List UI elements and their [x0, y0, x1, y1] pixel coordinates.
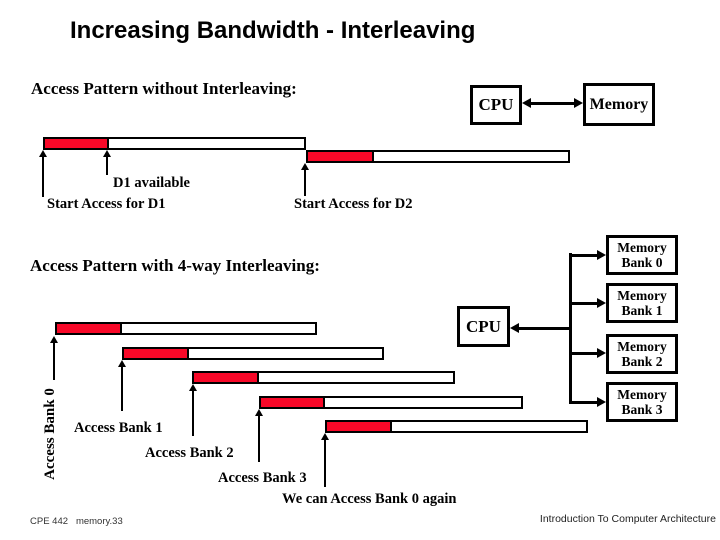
cpu-box-interleaved: CPU	[457, 306, 510, 347]
section1-heading: Access Pattern without Interleaving:	[31, 79, 297, 98]
cpu-label: CPU	[466, 316, 501, 336]
up-arrowhead-icon	[118, 360, 126, 367]
access-bank0-again-arrow	[321, 433, 329, 487]
access-time-segment-d2	[308, 152, 374, 161]
up-arrowhead-icon	[189, 384, 197, 391]
access-bar-bank1	[122, 347, 384, 360]
access-bank0-arrow	[50, 336, 58, 380]
cpu-memory-arrowhead-left	[522, 98, 531, 108]
access-bank0-again-label: We can Access Bank 0 again	[282, 491, 457, 507]
arrow-shaft	[121, 366, 123, 411]
memory-bank-0-line2: Bank 0	[621, 255, 663, 270]
memory-bank-3-box: Memory Bank 3	[606, 382, 678, 422]
up-arrowhead-icon	[50, 336, 58, 343]
cpu-memory-arrowhead-right	[574, 98, 583, 108]
access-bank1-label: Access Bank 1	[74, 420, 163, 436]
start-d2-label: Start Access for D2	[294, 196, 413, 212]
start-d2-arrow	[301, 163, 309, 196]
access-bank0-vertical-label: Access Bank 0	[42, 388, 58, 480]
bank0-arrowhead-icon	[597, 250, 606, 260]
arrow-shaft	[192, 390, 194, 436]
access-bar-bank0-again	[325, 420, 588, 433]
bank2-branch-line	[570, 352, 597, 355]
arrow-shaft	[324, 439, 326, 487]
memory-label: Memory	[589, 95, 649, 113]
memory-bank-3-line2: Bank 3	[621, 402, 663, 417]
arrow-shaft	[258, 415, 260, 462]
bank0-branch-line	[570, 254, 597, 257]
access-bank3-label: Access Bank 3	[218, 470, 307, 486]
memory-bank-2-line1: Memory	[617, 339, 667, 354]
memory-bank-1-box: Memory Bank 1	[606, 283, 678, 323]
memory-bank-3-line1: Memory	[617, 387, 667, 402]
memory-bank-0-line1: Memory	[617, 240, 667, 255]
up-arrowhead-icon	[39, 150, 47, 157]
access-bar-bank3	[259, 396, 523, 409]
cpu-arrowhead-icon	[510, 323, 519, 333]
bank1-arrowhead-icon	[597, 298, 606, 308]
bank1-branch-line	[570, 302, 597, 305]
up-arrowhead-icon	[321, 433, 329, 440]
section2-heading: Access Pattern with 4-way Interleaving:	[30, 256, 320, 275]
bank3-arrowhead-icon	[597, 397, 606, 407]
memory-bank-1-line2: Bank 1	[621, 303, 663, 318]
bank3-branch-line	[570, 401, 597, 404]
up-arrowhead-icon	[103, 150, 111, 157]
access-time-segment-d1	[45, 139, 109, 148]
access-time-segment-bank2	[194, 373, 259, 382]
access-time-segment-bank0	[57, 324, 122, 333]
access-time-segment-bank3	[261, 398, 325, 407]
access-bank1-arrow	[118, 360, 126, 411]
access-bar-d2	[306, 150, 570, 163]
start-d1-label: Start Access for D1	[47, 196, 166, 212]
bank2-arrowhead-icon	[597, 348, 606, 358]
arrow-shaft	[304, 169, 306, 196]
arrow-shaft	[53, 342, 55, 380]
memory-bank-0-box: Memory Bank 0	[606, 235, 678, 275]
access-bank3-arrow	[255, 409, 263, 462]
slide-title: Increasing Bandwidth - Interleaving	[70, 17, 476, 44]
start-d1-arrow	[39, 150, 47, 197]
access-bank2-arrow	[189, 384, 197, 436]
cpu-bus-link-line	[518, 327, 572, 330]
memory-bank-1-line1: Memory	[617, 288, 667, 303]
d1-available-label: D1 available	[113, 175, 190, 191]
footer-course-code: CPE 442 memory.33	[30, 516, 123, 527]
access-time-segment-bank1	[124, 349, 189, 358]
access-bar-d1	[43, 137, 306, 150]
memory-bank-2-box: Memory Bank 2	[606, 334, 678, 374]
memory-bank-2-line2: Bank 2	[621, 354, 663, 369]
arrow-shaft	[42, 156, 44, 197]
access-bank2-label: Access Bank 2	[145, 445, 234, 461]
up-arrowhead-icon	[301, 163, 309, 170]
cpu-label: CPU	[478, 95, 514, 114]
arrow-shaft	[106, 156, 108, 175]
access-bar-bank0	[55, 322, 317, 335]
cpu-box: CPU	[470, 85, 522, 125]
footer-course-title: Introduction To Computer Architecture	[539, 513, 716, 525]
up-arrowhead-icon	[255, 409, 263, 416]
access-time-segment-bank0-again	[327, 422, 392, 431]
d1-available-arrow	[103, 150, 111, 175]
access-bar-bank2	[192, 371, 455, 384]
cpu-memory-link-line	[529, 102, 576, 105]
memory-box: Memory	[583, 83, 655, 126]
